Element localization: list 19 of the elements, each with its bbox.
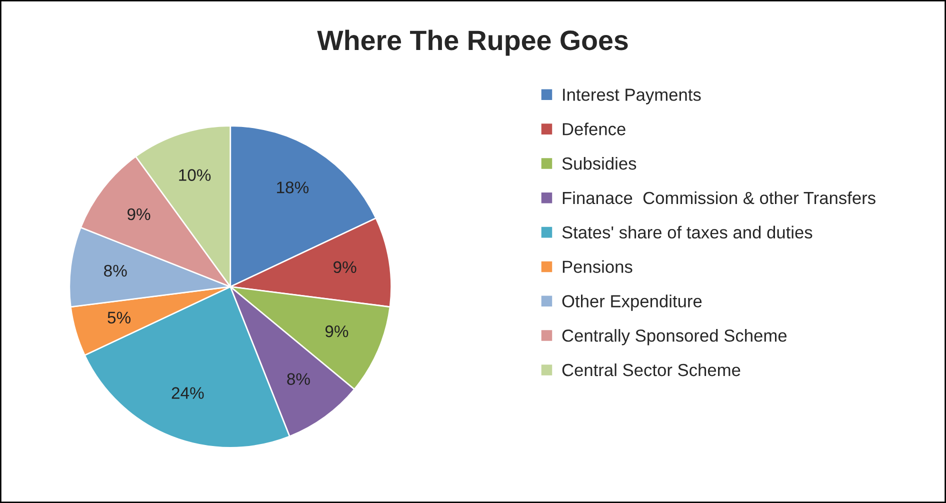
legend-label: Interest Payments [563, 88, 701, 104]
data-label: 5% [108, 312, 131, 324]
legend-label: Central Sector Scheme [562, 363, 740, 376]
data-label: 8% [287, 373, 310, 385]
data-label: 18% [277, 182, 309, 194]
legend-label: Pensions [562, 260, 632, 273]
data-label: 24% [172, 387, 204, 399]
data-label: 9% [334, 261, 356, 274]
data-label: 10% [179, 169, 211, 181]
data-label: 8% [104, 264, 127, 277]
chart-title: Where The Rupee Goes [317, 30, 628, 56]
legend-label: Finanace Commission & other Transfers [562, 191, 876, 204]
legend-label: Centrally Sponsored Scheme [562, 329, 787, 346]
legend-label: Defence [562, 122, 626, 136]
legend-label: Other Expenditure [562, 294, 702, 311]
legend-label: Subsidies [562, 156, 636, 170]
legend-label: States' share of taxes and duties [562, 226, 812, 239]
data-label: 9% [128, 208, 150, 220]
data-label: 9% [325, 325, 348, 338]
